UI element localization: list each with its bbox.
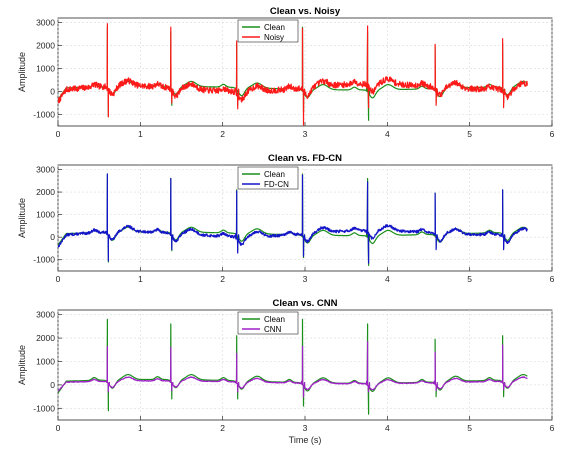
y-axis-label: Amplitude bbox=[17, 345, 27, 385]
y-tick-label: 3000 bbox=[36, 310, 55, 320]
x-tick-label: 2 bbox=[220, 423, 225, 433]
x-tick-label: 3 bbox=[303, 274, 308, 284]
x-tick-label: 5 bbox=[467, 423, 472, 433]
y-tick-label: 1000 bbox=[36, 64, 55, 74]
y-tick-label: 0 bbox=[50, 87, 55, 97]
x-tick-label: 1 bbox=[138, 129, 143, 139]
y-tick-label: 2000 bbox=[36, 333, 55, 343]
legend-label-noisy: Noisy bbox=[264, 33, 284, 42]
x-tick-label: 3 bbox=[303, 423, 308, 433]
legend-label-clean: Clean bbox=[264, 315, 285, 324]
y-tick-label: 1000 bbox=[36, 210, 55, 220]
legend-label-cnn: CNN bbox=[264, 325, 282, 334]
x-tick-label: 5 bbox=[467, 274, 472, 284]
y-axis-label: Amplitude bbox=[17, 52, 27, 92]
x-tick-label: 1 bbox=[138, 423, 143, 433]
x-tick-label: 3 bbox=[303, 129, 308, 139]
x-tick-label: 4 bbox=[385, 274, 390, 284]
series-line-noisy bbox=[58, 23, 528, 126]
plot-area bbox=[57, 309, 553, 421]
y-tick-label: -1000 bbox=[33, 255, 55, 265]
x-tick-label: 6 bbox=[550, 274, 555, 284]
x-tick-label: 0 bbox=[56, 129, 61, 139]
y-tick-label: 3000 bbox=[36, 165, 55, 175]
legend-label-fd-cn: FD-CN bbox=[264, 180, 289, 189]
x-tick-label: 4 bbox=[385, 129, 390, 139]
x-tick-label: 2 bbox=[220, 129, 225, 139]
chart-title: Clean vs. CNN bbox=[273, 298, 338, 309]
y-tick-label: -1000 bbox=[33, 110, 55, 120]
legend-label-clean: Clean bbox=[264, 170, 285, 179]
chart-title: Clean vs. FD-CN bbox=[268, 153, 342, 164]
x-tick-label: 1 bbox=[138, 274, 143, 284]
x-tick-label: 0 bbox=[56, 423, 61, 433]
x-tick-label: 5 bbox=[467, 129, 472, 139]
y-tick-label: 2000 bbox=[36, 41, 55, 51]
x-tick-label: 0 bbox=[56, 274, 61, 284]
y-tick-label: -1000 bbox=[33, 403, 55, 413]
chart-title: Clean vs. Noisy bbox=[270, 6, 341, 17]
series-line-fd-cn bbox=[58, 173, 528, 264]
x-axis-label: Time (s) bbox=[289, 435, 322, 445]
y-tick-label: 1000 bbox=[36, 356, 55, 366]
x-tick-label: 6 bbox=[550, 129, 555, 139]
x-tick-label: 4 bbox=[385, 423, 390, 433]
y-tick-label: 3000 bbox=[36, 18, 55, 28]
y-tick-label: 2000 bbox=[36, 187, 55, 197]
x-tick-label: 6 bbox=[550, 423, 555, 433]
y-axis-label: Amplitude bbox=[17, 198, 27, 238]
legend-label-clean: Clean bbox=[264, 23, 285, 32]
x-tick-label: 2 bbox=[220, 274, 225, 284]
y-tick-label: 0 bbox=[50, 232, 55, 242]
series-line-cnn bbox=[58, 341, 528, 398]
y-tick-label: 0 bbox=[50, 380, 55, 390]
series-line-clean bbox=[58, 318, 528, 415]
